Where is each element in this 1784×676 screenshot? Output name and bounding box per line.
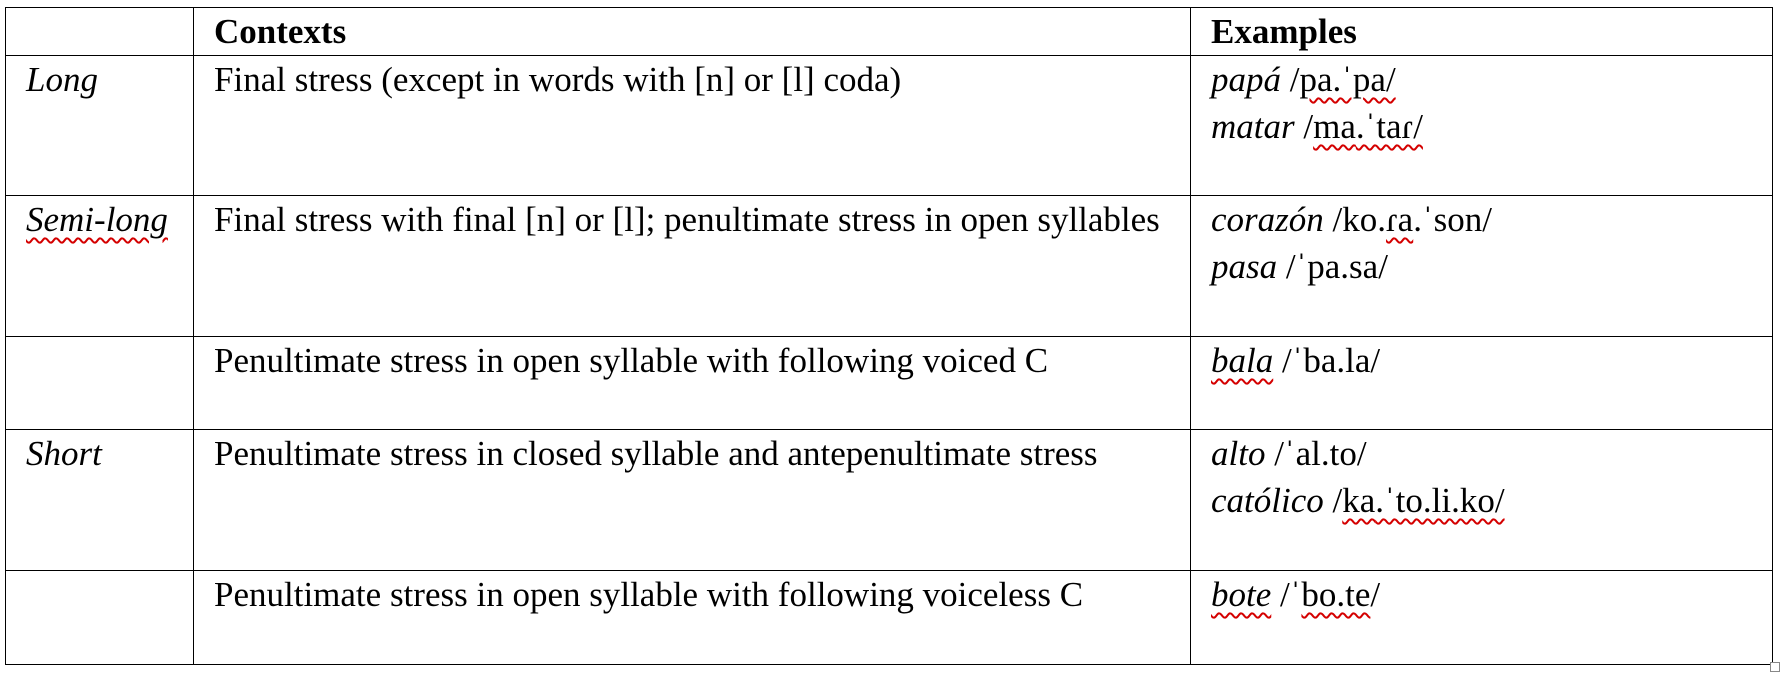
category-label: Long (26, 60, 98, 99)
examples-cell: bala /ˈba.la/ (1190, 336, 1773, 430)
example-line: alto /ˈal.to/ (1211, 430, 1752, 477)
category-cell: Long (5, 55, 194, 196)
example-ipa-flagged: ma (1313, 107, 1356, 146)
vowel-length-table: Contexts Examples Long Final stress (exc… (5, 7, 1773, 665)
table-row: Short Penultimate stress in closed sylla… (5, 429, 1773, 571)
examples-cell: bote /ˈbo.te/ (1190, 570, 1773, 665)
example-ipa-flagged: ɾa (1386, 200, 1414, 239)
category-label: Semi-long (26, 200, 168, 239)
example-ipa: / (1370, 575, 1381, 614)
header-contexts-cell: Contexts (193, 7, 1191, 56)
example-line: matar /ma.ˈtaɾ/ (1211, 103, 1752, 150)
context-cell: Penultimate stress in open syllable with… (193, 570, 1191, 665)
example-ipa-flagged: ka (1342, 481, 1376, 520)
category-cell: Short (5, 429, 194, 571)
example-ipa: .ˈto.li.ko/ (1375, 481, 1505, 520)
example-ipa: .ˈpa/ (1332, 60, 1396, 99)
examples-cell: alto /ˈal.to/ católico /ka.ˈto.li.ko/ (1190, 429, 1773, 571)
context-cell: Final stress with final [n] or [l]; penu… (193, 195, 1191, 337)
example-ipa: / (1323, 481, 1343, 520)
context-cell: Penultimate stress in open syllable with… (193, 336, 1191, 430)
example-line: bote /ˈbo.te/ (1211, 571, 1752, 618)
header-examples: Examples (1211, 12, 1357, 51)
examples-cell: corazón /ko.ɾa.ˈson/ pasa /ˈpa.sa/ (1190, 195, 1773, 337)
table-row: Penultimate stress in open syllable with… (5, 336, 1773, 430)
category-label: Short (26, 434, 102, 473)
context-text: Final stress (except in words with [n] o… (214, 60, 902, 99)
context-cell: Penultimate stress in closed syllable an… (193, 429, 1191, 571)
table-row: Semi-long Final stress with final [n] or… (5, 195, 1773, 337)
example-line: pasa /ˈpa.sa/ (1211, 243, 1752, 290)
example-ipa: /ˈpa.sa/ (1277, 247, 1388, 286)
table-row: Penultimate stress in open syllable with… (5, 570, 1773, 665)
header-examples-cell: Examples (1190, 7, 1773, 56)
example-ipa: /ko. (1323, 200, 1387, 239)
example-word: papá (1211, 60, 1281, 99)
table-row: Long Final stress (except in words with … (5, 55, 1773, 196)
example-ipa: .ˈtaɾ/ (1355, 107, 1423, 146)
example-word: bala (1211, 341, 1274, 380)
example-line: católico /ka.ˈto.li.ko/ (1211, 477, 1752, 524)
example-word: alto (1211, 434, 1266, 473)
example-word: corazón (1211, 200, 1324, 239)
example-ipa-flagged: bo.te (1301, 575, 1371, 614)
example-line: corazón /ko.ɾa.ˈson/ (1211, 196, 1752, 243)
example-ipa: / (1281, 60, 1300, 99)
category-cell: Semi-long (5, 195, 194, 337)
example-ipa: /ˈ (1271, 575, 1302, 614)
category-cell (5, 336, 194, 430)
example-line: papá /pa.ˈpa/ (1211, 56, 1752, 103)
category-cell (5, 570, 194, 665)
context-cell: Final stress (except in words with [n] o… (193, 55, 1191, 196)
context-text: Final stress with final [n] or [l]; penu… (214, 200, 1160, 239)
example-word: bote (1211, 575, 1272, 614)
table-resize-handle[interactable] (1770, 662, 1780, 672)
context-text: Penultimate stress in open syllable with… (214, 341, 1049, 380)
example-ipa: .ˈson/ (1413, 200, 1492, 239)
context-text: Penultimate stress in open syllable with… (214, 575, 1084, 614)
example-ipa-flagged: pa (1299, 60, 1333, 99)
example-word: pasa (1211, 247, 1278, 286)
header-contexts: Contexts (214, 12, 347, 51)
examples-cell: papá /pa.ˈpa/ matar /ma.ˈtaɾ/ (1190, 55, 1773, 196)
example-ipa: /ˈal.to/ (1265, 434, 1367, 473)
example-ipa: / (1294, 107, 1314, 146)
header-category-cell (5, 7, 194, 56)
context-text: Penultimate stress in closed syllable an… (214, 434, 1098, 473)
header-row: Contexts Examples (5, 7, 1773, 56)
example-word: matar (1211, 107, 1295, 146)
example-ipa: /ˈba.la/ (1273, 341, 1381, 380)
example-line: bala /ˈba.la/ (1211, 337, 1752, 384)
example-word: católico (1211, 481, 1324, 520)
